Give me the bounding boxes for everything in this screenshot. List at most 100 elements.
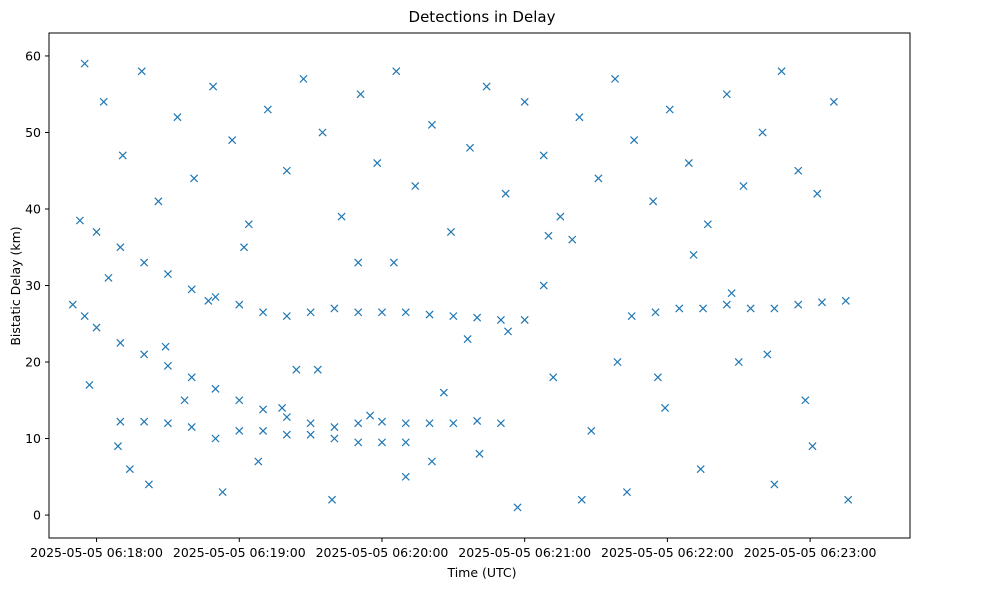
data-point — [389, 258, 398, 267]
data-point — [758, 128, 767, 137]
data-point — [282, 413, 291, 422]
data-point — [354, 438, 363, 447]
data-point — [439, 388, 448, 397]
data-point — [299, 74, 308, 83]
data-point — [318, 128, 327, 137]
data-point — [763, 350, 772, 359]
data-point — [228, 136, 237, 145]
data-point — [313, 365, 322, 374]
data-point — [354, 419, 363, 428]
data-point — [259, 426, 268, 435]
data-point — [137, 67, 146, 76]
data-point — [373, 159, 382, 168]
data-point — [116, 417, 125, 426]
data-point — [770, 480, 779, 489]
data-point — [808, 442, 817, 451]
data-point — [844, 495, 853, 504]
data-point — [622, 488, 631, 497]
data-point — [813, 189, 822, 198]
data-point — [154, 197, 163, 206]
y-tick-label: 0 — [33, 508, 41, 523]
data-point — [254, 457, 263, 466]
data-point — [520, 97, 529, 106]
data-point — [734, 357, 743, 367]
data-point — [594, 174, 603, 183]
data-point — [665, 105, 674, 114]
data-point — [549, 373, 558, 382]
data-point — [722, 300, 731, 309]
data-point — [539, 151, 548, 160]
data-point — [651, 308, 660, 317]
data-point — [449, 312, 458, 321]
x-tick-label: 2025-05-05 06:23:00 — [744, 545, 877, 560]
data-point — [425, 419, 434, 428]
data-point — [306, 430, 315, 439]
data-point — [163, 269, 172, 279]
data-point — [777, 67, 786, 76]
data-point — [539, 281, 548, 290]
data-point — [722, 90, 731, 99]
y-axis: 0 10 20 30 40 50 60 — [25, 48, 49, 523]
data-point — [161, 342, 170, 351]
data-point — [354, 308, 363, 317]
data-point — [684, 159, 693, 168]
data-point — [513, 503, 522, 512]
data-point — [794, 166, 803, 175]
data-point — [330, 423, 339, 432]
data-point — [473, 313, 482, 322]
x-tick-label: 2025-05-05 06:18:00 — [30, 545, 163, 560]
data-point — [401, 472, 410, 481]
y-tick-label: 30 — [25, 278, 41, 293]
data-point — [411, 182, 420, 191]
data-point — [649, 197, 658, 206]
data-point — [218, 488, 227, 497]
data-point — [292, 365, 301, 374]
x-tick-label: 2025-05-05 06:21:00 — [458, 545, 591, 560]
data-point — [556, 212, 565, 221]
data-point — [80, 59, 89, 68]
y-tick-label: 10 — [25, 431, 41, 446]
data-point — [463, 335, 472, 344]
data-point — [330, 434, 339, 443]
data-point — [653, 373, 662, 382]
data-point — [180, 396, 189, 405]
data-point — [187, 423, 196, 432]
data-point — [377, 438, 387, 447]
data-point — [337, 212, 346, 221]
data-point — [104, 273, 113, 282]
data-point — [163, 361, 172, 370]
data-point — [306, 419, 315, 428]
data-point — [401, 308, 410, 317]
data-point — [125, 465, 134, 474]
data-point — [520, 315, 529, 324]
data-point — [794, 300, 803, 309]
data-point — [85, 380, 94, 389]
data-point — [356, 90, 365, 99]
data-point — [401, 438, 410, 447]
x-axis: 2025-05-05 06:18:00 2025-05-05 06:19:00 20… — [30, 538, 877, 560]
data-point — [366, 411, 375, 420]
data-point — [259, 308, 268, 317]
data-point — [240, 243, 249, 252]
data-point — [328, 495, 337, 504]
data-point — [211, 292, 220, 302]
data-point — [235, 396, 244, 405]
data-point — [425, 310, 434, 319]
data-point — [140, 258, 149, 267]
chart-title: Detections in Delay — [409, 8, 556, 26]
data-point — [841, 296, 850, 305]
plot-area-frame — [48, 32, 911, 539]
x-tick-label: 2025-05-05 06:20:00 — [316, 545, 449, 560]
data-point — [699, 304, 708, 313]
data-point — [282, 312, 291, 321]
data-point — [68, 300, 77, 309]
data-point — [377, 308, 387, 317]
data-point — [446, 227, 455, 236]
data-point — [173, 113, 182, 122]
data-point — [259, 405, 268, 414]
data-point — [630, 136, 639, 145]
data-point — [80, 312, 89, 321]
data-point — [829, 97, 838, 106]
data-point — [660, 403, 670, 412]
x-tick-label: 2025-05-05 06:22:00 — [601, 545, 734, 560]
